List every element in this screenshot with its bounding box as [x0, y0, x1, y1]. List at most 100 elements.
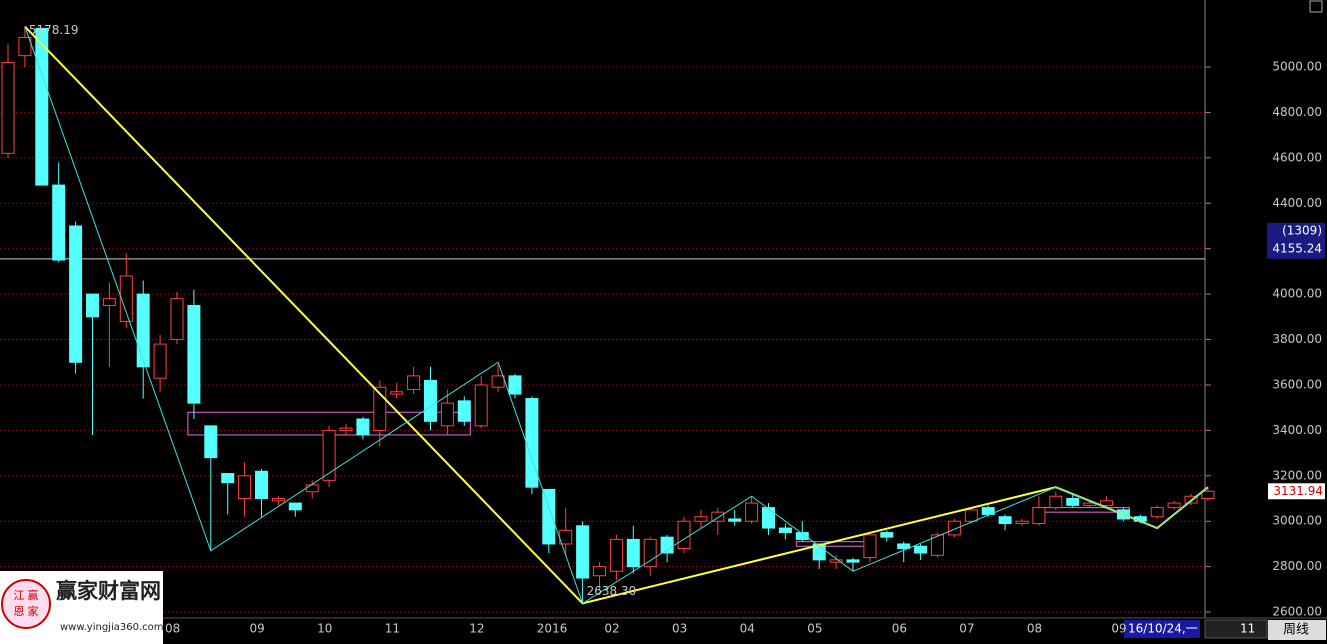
x-tick-label: 04 — [740, 622, 755, 636]
x-tick-label: 03 — [672, 622, 687, 636]
candle-body — [221, 473, 235, 484]
candle-body — [136, 293, 150, 368]
y-tick-label: 3800.00 — [1272, 332, 1322, 346]
x-tick-label: 07 — [959, 622, 974, 636]
candle-body — [69, 225, 83, 363]
trend-line — [24, 25, 1209, 605]
x-tick-label: 02 — [604, 622, 619, 636]
candle-body — [660, 536, 674, 554]
candle-body — [778, 527, 792, 534]
candle-body — [187, 304, 201, 404]
candle-body — [474, 384, 488, 427]
candle-body — [626, 538, 640, 568]
candle-body — [35, 27, 49, 186]
annotation: 5178.19 — [29, 23, 79, 37]
y-tick-label: 5000.00 — [1272, 60, 1322, 74]
y-tick-label: 3000.00 — [1272, 514, 1322, 528]
y-tick-label: 3200.00 — [1272, 468, 1322, 482]
candle-body — [525, 398, 539, 488]
candle-body — [102, 298, 116, 306]
x-tick-label: 09 — [1111, 622, 1126, 636]
y-tick-label: 4400.00 — [1272, 196, 1322, 210]
candle-body — [508, 375, 522, 395]
candle-body — [390, 391, 404, 395]
candle-body — [153, 343, 167, 379]
seal-char: 恩 — [14, 605, 25, 618]
candle-body — [914, 545, 928, 554]
candle-body — [1032, 507, 1046, 525]
candle-body — [119, 275, 133, 322]
x-tick-label: 12 — [469, 622, 484, 636]
seal-char: 江 — [14, 589, 25, 602]
seal-char: 家 — [28, 604, 39, 618]
period[interactable]: 周线 — [1283, 623, 1309, 638]
candle-body — [880, 532, 894, 538]
candle-body — [694, 516, 708, 522]
logo-url[interactable]: www.yingjia360.com — [60, 622, 164, 633]
candle-body — [576, 525, 590, 579]
candle-body — [1150, 507, 1164, 518]
cursor-month: 11 — [1240, 622, 1255, 636]
candle-body — [491, 375, 505, 388]
candle-body — [762, 507, 775, 529]
x-tick-label: 10 — [317, 622, 332, 636]
candle-body — [424, 379, 437, 422]
candle-body — [643, 538, 657, 568]
candle-body — [204, 425, 218, 459]
annotation: 2638.30 — [587, 584, 637, 598]
last-price-box — [1268, 483, 1325, 500]
candle-body — [1, 61, 15, 154]
candle-body — [339, 427, 353, 431]
x-tick-label: 06 — [892, 622, 907, 636]
logo: 江 赢 恩 家 赢家财富网 www.yingjia360.com — [0, 571, 164, 644]
candle-body — [1201, 490, 1215, 500]
cursor-date-box — [1124, 620, 1200, 638]
x-tick-label: 09 — [250, 622, 265, 636]
candle-body — [846, 559, 860, 563]
candle-body — [1066, 498, 1080, 506]
candle-body — [947, 520, 961, 536]
candle-body — [795, 532, 809, 540]
candle-body — [52, 184, 66, 261]
candle-body — [711, 511, 725, 522]
window-button[interactable] — [1309, 0, 1323, 13]
seal — [1, 579, 51, 629]
y-tick-label: 2600.00 — [1272, 605, 1322, 619]
cursor-month-box — [1204, 619, 1268, 639]
candle-body — [255, 470, 268, 500]
cursor-date: 16/10/24,一 — [1128, 622, 1198, 636]
candle-body — [897, 543, 911, 550]
candle-body — [356, 418, 370, 436]
y-tick-label: 3600.00 — [1272, 377, 1322, 391]
candle-body — [998, 516, 1012, 525]
x-tick-label: 08 — [1027, 622, 1042, 636]
y-tick-label: 4600.00 — [1272, 150, 1322, 164]
y-tick-label: 4000.00 — [1272, 287, 1322, 301]
candle-body — [964, 509, 978, 522]
candle-body — [728, 518, 742, 522]
candle-body — [170, 298, 184, 341]
logo-title: 赢家财富网 — [56, 579, 161, 603]
candle-body — [863, 534, 877, 559]
candle-body — [931, 534, 944, 556]
candle-body — [745, 502, 759, 522]
candle-body — [18, 36, 32, 57]
candle-body — [1100, 500, 1113, 506]
period-box[interactable] — [1268, 620, 1326, 640]
x-tick-label: 11 — [385, 622, 400, 636]
crosshair-box — [1267, 222, 1325, 259]
candle-body — [238, 475, 252, 500]
candle-body — [677, 520, 691, 550]
candle-body — [1049, 495, 1063, 509]
candle-body — [609, 538, 623, 572]
trend-line — [24, 26, 1209, 605]
x-tick-label: 08 — [165, 622, 180, 636]
x-tick-label: 05 — [807, 622, 822, 636]
candle-body — [1167, 502, 1181, 509]
candle-body — [981, 507, 995, 515]
y-tick-label: 2800.00 — [1272, 559, 1322, 573]
candle-body — [322, 429, 336, 481]
crosshair-count: (1309) — [1282, 223, 1322, 237]
last-price: 3131.94 — [1273, 484, 1323, 498]
